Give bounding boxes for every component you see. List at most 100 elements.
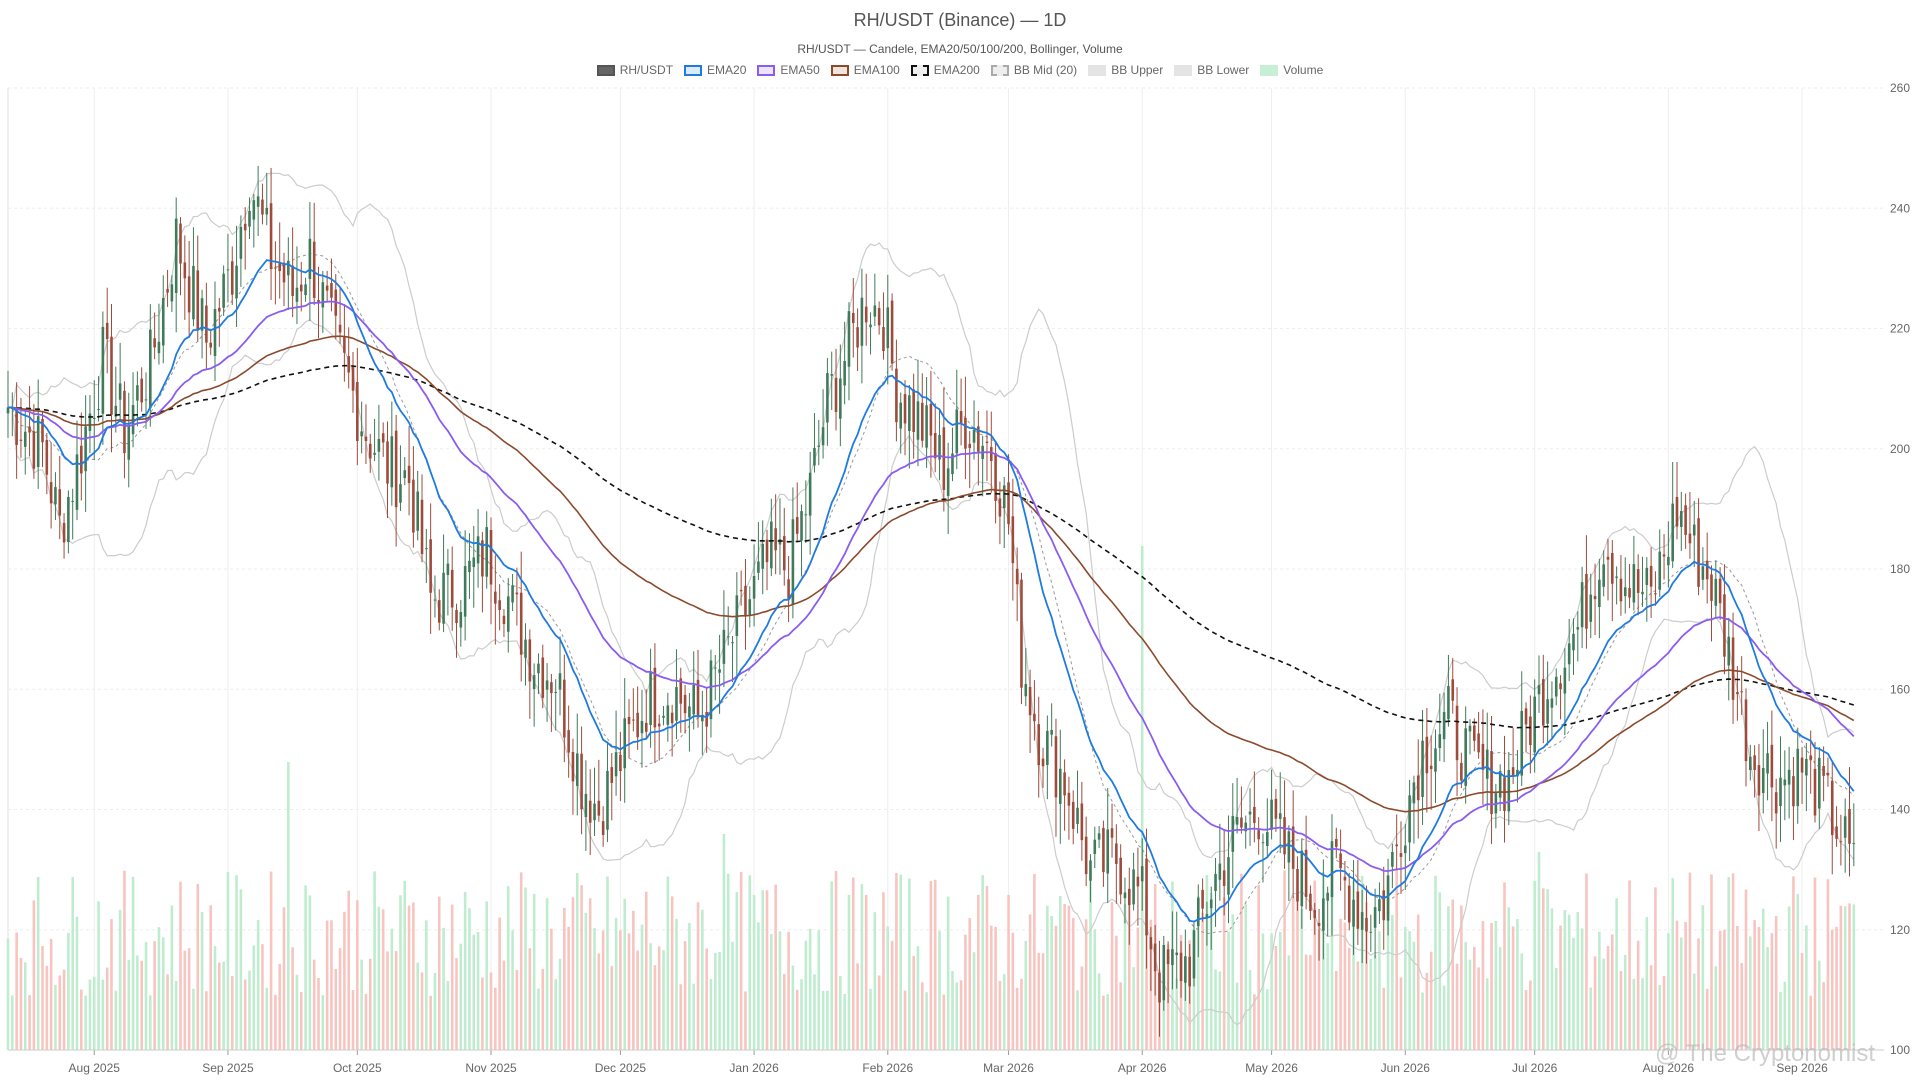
candle-body [558,673,562,690]
candle-body [1783,779,1787,786]
volume-bar [1261,933,1265,1050]
candle-body [1714,578,1718,606]
volume-bar [36,876,40,1050]
candle-body [502,615,506,625]
candle-body [1710,574,1713,601]
volume-bar [1580,928,1584,1050]
candle-body [1041,758,1045,767]
candle-body [58,489,62,516]
volume-bar [407,905,411,1050]
candle-body [494,591,497,604]
candle-body [1080,803,1084,841]
volume-bar [916,946,920,1050]
volume-bar [998,980,1002,1050]
volume-bar [1645,917,1649,1050]
ema50-line [8,300,1855,872]
candle-body [1158,972,1161,1003]
volume-bar [1468,959,1472,1050]
candle-body [1140,866,1144,882]
candle-body [1511,767,1515,777]
volume-bar [1283,870,1286,1050]
candle-body [726,636,730,638]
candle-body [770,521,773,569]
volume-bar [506,886,510,1050]
legend-swatch [1174,64,1193,76]
candle-body [1404,845,1407,854]
volume-bar [338,948,342,1050]
candle-body [62,522,66,543]
candle-body [1550,698,1554,708]
legend-item[interactable]: Volume [1260,63,1323,77]
candle-body [515,592,519,595]
candle-body [174,218,178,293]
candle-body [157,341,161,354]
candle-body [1766,753,1769,774]
legend-item[interactable]: RH/USDT [596,63,673,77]
candle-body [166,289,169,293]
candle-body [498,600,501,610]
volume-bar [1516,919,1519,1050]
candle-body [830,374,834,376]
candle-body [1373,907,1377,928]
candle-body [446,563,450,575]
volume-bar [666,876,670,1050]
candle-body [321,282,325,308]
volume-bar [528,948,532,1050]
candle-body [1399,853,1403,857]
legend-item[interactable]: EMA20 [684,63,746,77]
volume-bar [959,980,963,1050]
volume-bar [243,979,247,1050]
volume-bar [640,924,644,1050]
candle-body [304,284,307,296]
legend-label: EMA50 [780,63,820,77]
legend-item[interactable]: EMA200 [910,63,980,77]
volume-bar [575,873,579,1050]
volume-bar [1050,916,1053,1050]
legend-item[interactable]: EMA50 [757,63,820,77]
legend-item[interactable]: BB Mid (20) [990,63,1078,77]
candle-body [1667,556,1670,566]
candle-body [1386,875,1390,921]
candle-body [1761,767,1765,794]
volume-bar [675,918,678,1050]
candle-body [851,312,855,324]
volume-bar [1222,897,1226,1050]
candle-body [1744,699,1748,762]
candle-body [748,599,752,616]
volume-bar [1636,940,1640,1050]
candle-body [1011,516,1015,564]
y-tick-label: 180 [1890,562,1910,576]
candle-body [584,793,588,818]
volume-bar [1654,887,1657,1050]
legend-item[interactable]: EMA100 [830,63,900,77]
volume-bar [15,932,18,1050]
candle-body [636,712,639,738]
volume-bar [399,895,402,1050]
volume-bar [1270,933,1273,1050]
candle-body [256,196,260,207]
volume-bar [1761,908,1765,1050]
candle-body [489,530,493,585]
candle-body [261,199,264,215]
candle-body [1727,636,1731,666]
legend-item[interactable]: BB Upper [1088,63,1163,77]
volume-bar [485,901,488,1050]
candle-body [1218,863,1222,880]
volume-bar [1701,905,1705,1050]
volume-bar [187,948,191,1050]
candle-body [1214,873,1217,891]
x-tick-label: Apr 2026 [1118,1061,1167,1075]
volume-bar [1058,896,1062,1050]
volume-bar [1296,895,1299,1050]
legend-label: BB Mid (20) [1013,63,1078,77]
volume-bar [601,930,605,1050]
volume-bars [6,546,1856,1050]
candle-body [412,479,415,533]
volume-bar [989,925,993,1050]
legend-item[interactable]: BB Lower [1174,63,1249,77]
candle-body [278,263,281,272]
volume-bar [752,894,756,1050]
volume-bar [1339,918,1342,1050]
candle-body [463,566,467,617]
candle-body [575,753,579,786]
